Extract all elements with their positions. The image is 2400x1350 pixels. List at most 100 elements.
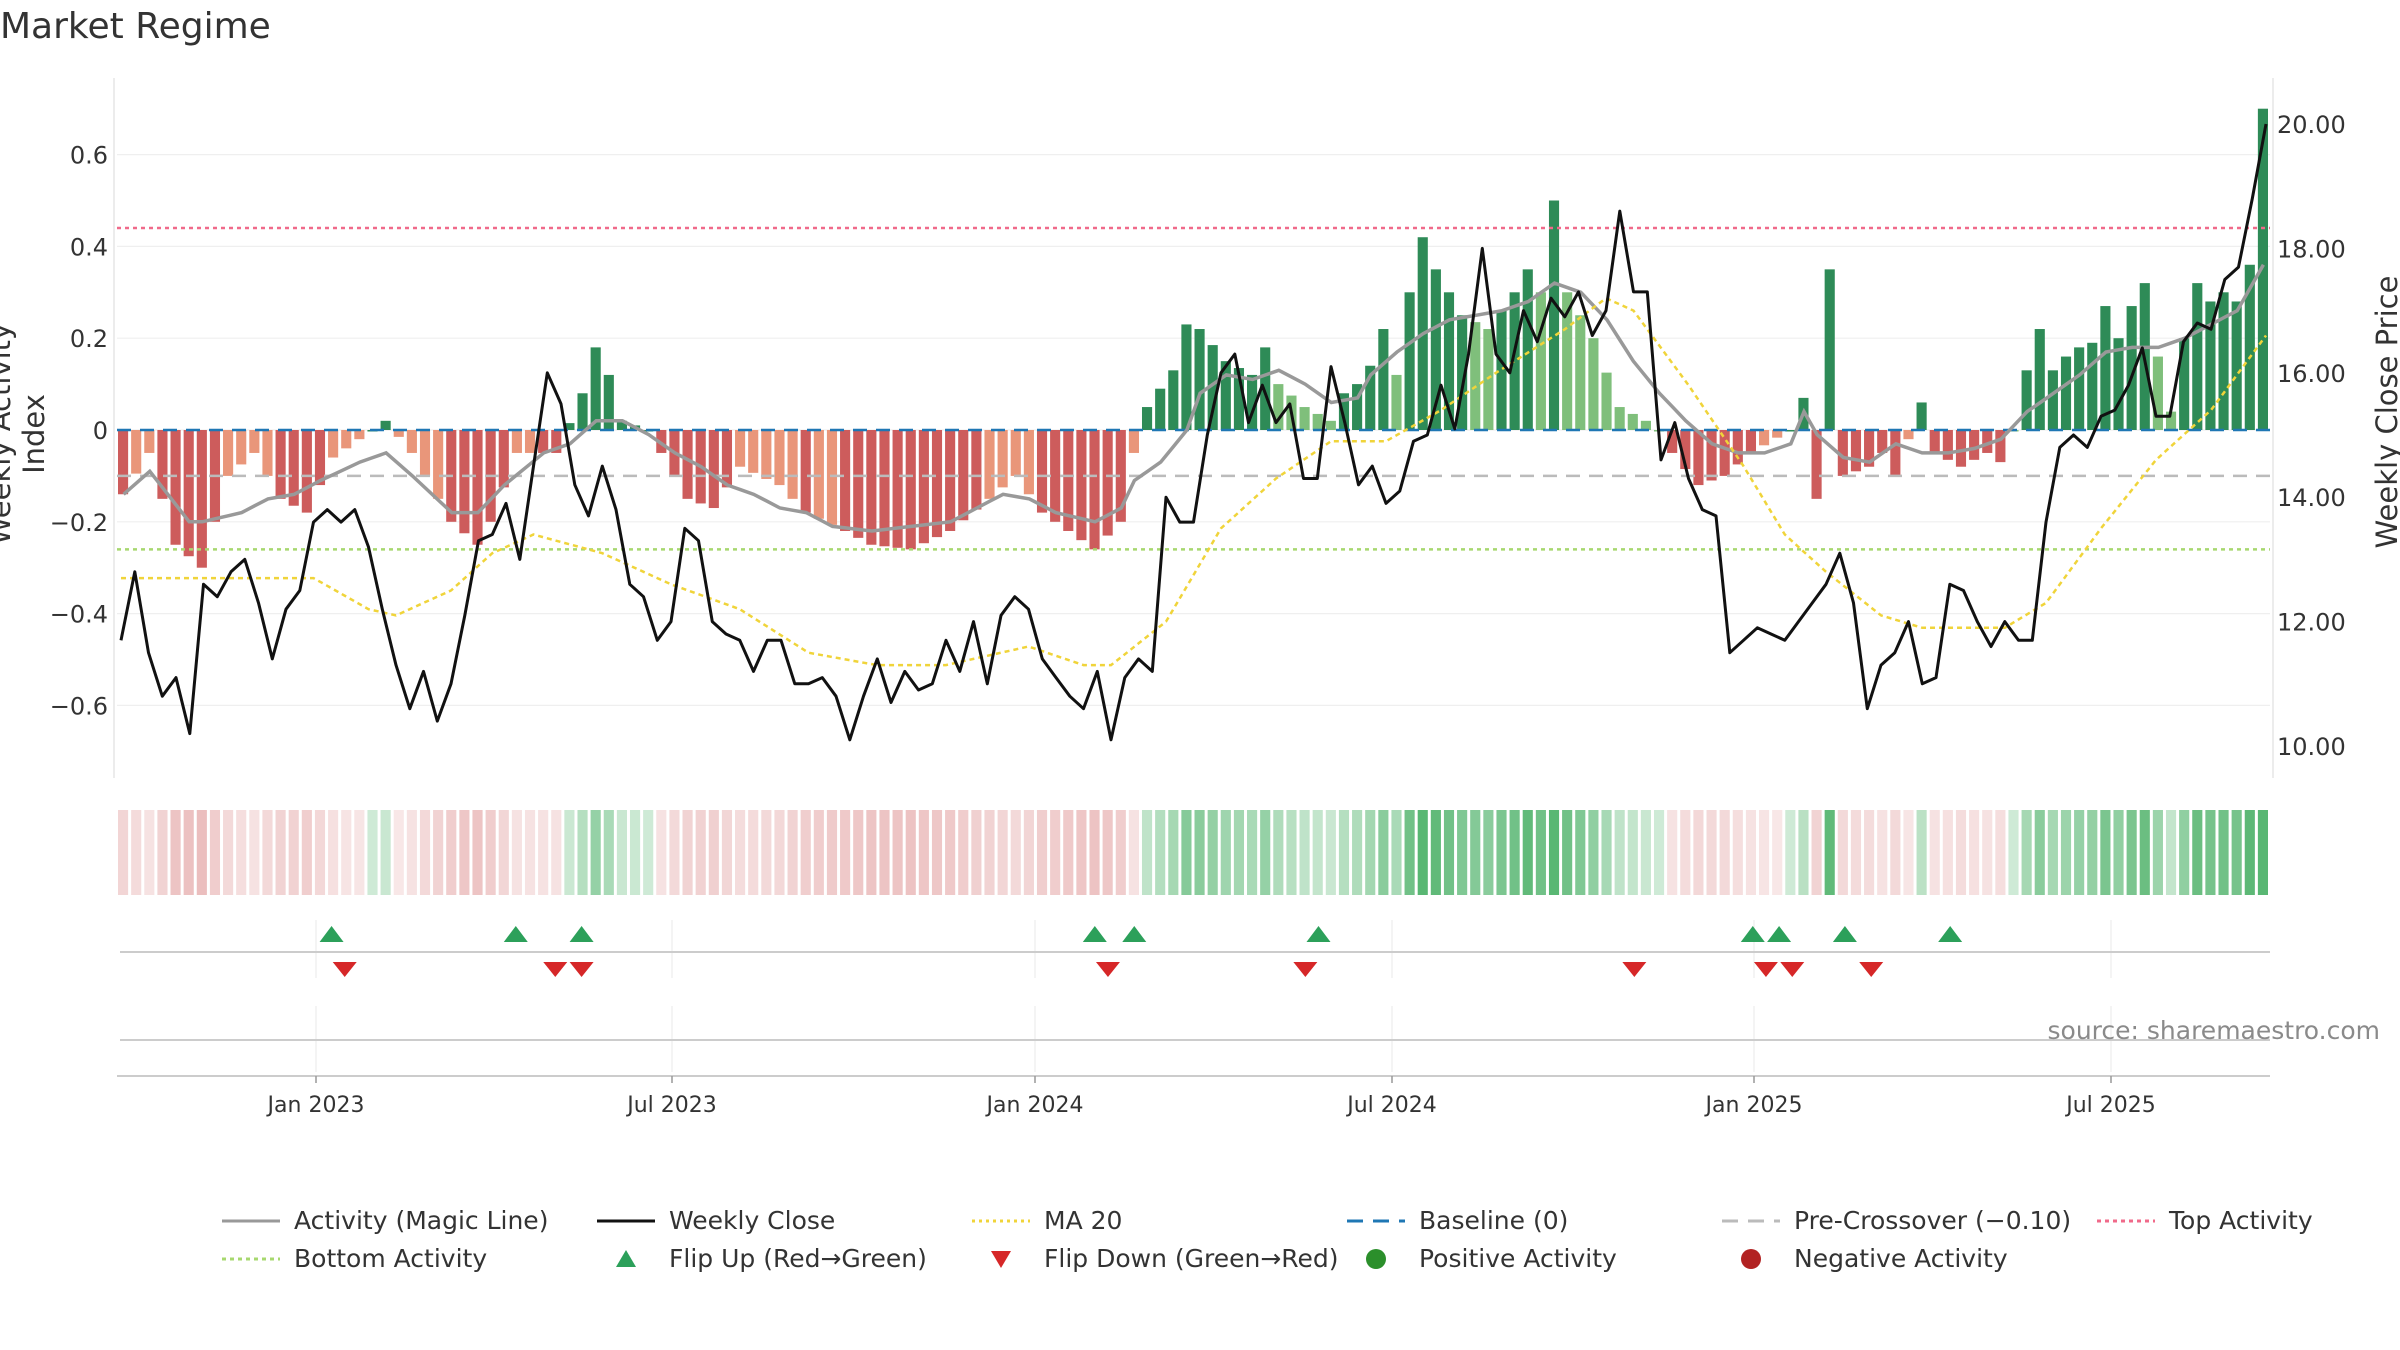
y-tick-left: −0.6 bbox=[50, 692, 108, 720]
flip-up-marker bbox=[1082, 926, 1107, 942]
activity-bar bbox=[2034, 329, 2045, 430]
activity-bar bbox=[1023, 430, 1034, 495]
activity-bar bbox=[1588, 338, 1599, 430]
activity-bar bbox=[1365, 365, 1376, 430]
activity-bar bbox=[196, 430, 207, 568]
regime-strip-cell bbox=[2113, 810, 2124, 895]
activity-bar bbox=[761, 430, 772, 479]
regime-strip-cell bbox=[2257, 810, 2268, 895]
regime-strip-cell bbox=[380, 810, 391, 895]
flip-down-marker bbox=[1753, 962, 1778, 977]
regime-strip-cell bbox=[2100, 810, 2111, 895]
activity-bar bbox=[1575, 315, 1586, 430]
legend-label: MA 20 bbox=[1044, 1206, 1123, 1235]
regime-strip-cell bbox=[1496, 810, 1507, 895]
activity-bar bbox=[1010, 430, 1021, 476]
activity-bar bbox=[1864, 430, 1875, 467]
magic-line bbox=[122, 263, 2265, 533]
regime-strip-cell bbox=[1155, 810, 1166, 895]
activity-bar bbox=[958, 430, 969, 521]
regime-strip-cell bbox=[1706, 810, 1717, 895]
regime-strip-cell bbox=[446, 810, 457, 895]
x-tick-label: Jan 2025 bbox=[1704, 1093, 1803, 1118]
activity-bar bbox=[1732, 430, 1743, 465]
regime-strip-cell bbox=[1627, 810, 1638, 895]
regime-strip-cell bbox=[301, 810, 312, 895]
flip-up-marker bbox=[1122, 926, 1147, 942]
regime-strip-cell bbox=[1509, 810, 1520, 895]
flip-down-marker bbox=[1293, 962, 1318, 977]
y-tick-left: 0.4 bbox=[70, 233, 108, 261]
regime-strip-cell bbox=[1693, 810, 1704, 895]
regime-strip-cell bbox=[472, 810, 483, 895]
activity-bar bbox=[393, 430, 404, 437]
regime-strip-cell bbox=[1483, 810, 1494, 895]
activity-bar bbox=[2152, 356, 2163, 430]
regime-strip-cell bbox=[1089, 810, 1100, 895]
y-tick-left: −0.4 bbox=[50, 601, 108, 629]
legend-swatch-ma20 bbox=[972, 1219, 1030, 1222]
regime-strip-cell bbox=[931, 810, 943, 895]
regime-strip-cell bbox=[984, 810, 995, 895]
activity-bar bbox=[2074, 347, 2085, 430]
activity-bar bbox=[748, 430, 759, 473]
activity-bar bbox=[945, 430, 956, 531]
regime-strip-cell bbox=[223, 810, 234, 895]
activity-bar bbox=[118, 430, 129, 495]
regime-strip-cell bbox=[2192, 810, 2203, 895]
legend-item: Flip Down (Green→Red) bbox=[970, 1244, 1339, 1273]
x-tick-label: Jul 2023 bbox=[625, 1093, 717, 1118]
flip-up-marker bbox=[1832, 926, 1857, 942]
activity-bar bbox=[1745, 430, 1757, 453]
regime-strip-cell bbox=[1877, 810, 1888, 895]
regime-strip-cell bbox=[1969, 810, 1980, 895]
regime-strip-cell bbox=[1903, 810, 1914, 895]
regime-strip-cell bbox=[1588, 810, 1599, 895]
activity-bar bbox=[1312, 413, 1323, 430]
activity-bar bbox=[1850, 430, 1862, 472]
activity-bar bbox=[275, 430, 286, 499]
activity-bar bbox=[616, 420, 627, 430]
regime-strip-cell bbox=[1522, 810, 1533, 895]
activity-bar bbox=[2060, 356, 2072, 430]
activity-bar bbox=[800, 430, 811, 513]
regime-strip-cell bbox=[577, 810, 588, 895]
regime-strip-cell bbox=[485, 810, 496, 895]
regime-strip-cell bbox=[2179, 810, 2190, 895]
activity-bar bbox=[1181, 324, 1192, 430]
regime-strip-cell bbox=[616, 810, 627, 895]
regime-strip-cell bbox=[1982, 810, 1993, 895]
activity-bar bbox=[1719, 430, 1730, 476]
legend-label: Baseline (0) bbox=[1419, 1206, 1569, 1235]
regime-strip-cell bbox=[1457, 810, 1468, 895]
regime-strip-cell bbox=[1063, 810, 1074, 895]
regime-strip-cell bbox=[1430, 810, 1441, 895]
regime-strip-cell bbox=[1942, 810, 1953, 895]
regime-strip-cell bbox=[249, 810, 260, 895]
regime-strip-cell bbox=[1929, 810, 1940, 895]
activity-bar bbox=[2179, 338, 2190, 430]
activity-bar bbox=[419, 430, 431, 476]
regime-strip-cell bbox=[1417, 810, 1428, 895]
activity-bar bbox=[905, 430, 916, 550]
activity-bar bbox=[971, 430, 982, 510]
regime-strip-cell bbox=[524, 810, 536, 895]
activity-bar bbox=[472, 430, 483, 545]
regime-strip-cell bbox=[341, 810, 352, 895]
legend-swatch-pre-crossover bbox=[1722, 1219, 1780, 1222]
activity-bar bbox=[2192, 283, 2203, 430]
regime-strip-cell bbox=[1916, 810, 1927, 895]
activity-bar bbox=[1233, 368, 1245, 430]
activity-bar bbox=[1273, 384, 1284, 430]
regime-strip-cell bbox=[419, 810, 431, 895]
activity-bar bbox=[1378, 329, 1389, 430]
regime-strip-cell bbox=[393, 810, 404, 895]
regime-strip-cell bbox=[1391, 810, 1402, 895]
activity-bar bbox=[787, 430, 798, 499]
activity-bar bbox=[354, 430, 365, 440]
flip-down-marker bbox=[569, 962, 594, 977]
regime-strip-cell bbox=[1759, 810, 1770, 895]
regime-strip-cell bbox=[170, 810, 181, 895]
regime-strip-cell bbox=[1443, 810, 1455, 895]
y-tick-right: 18.00 bbox=[2277, 235, 2346, 263]
